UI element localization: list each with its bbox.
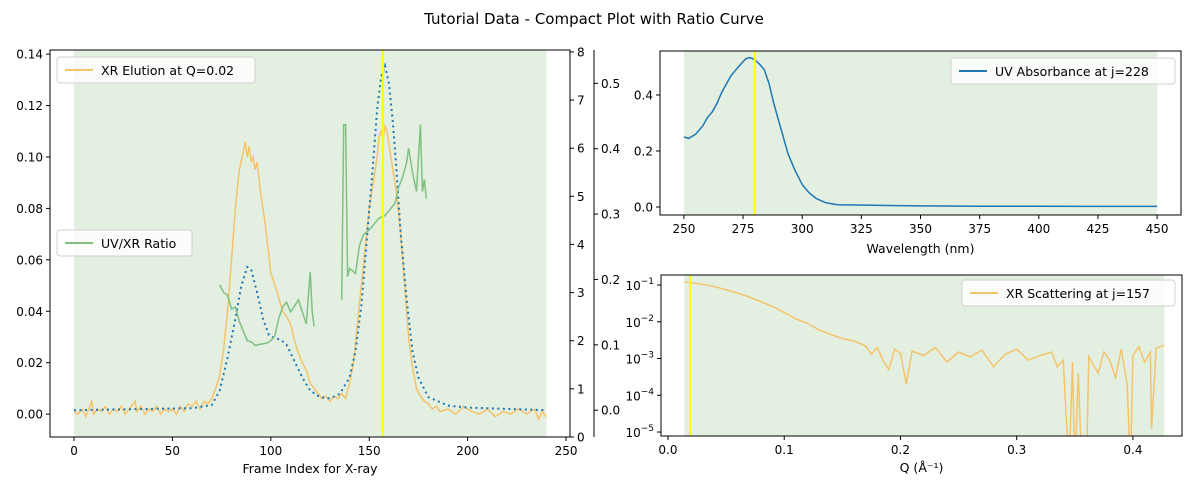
y-tick-label: 10−4 [625, 387, 654, 403]
y-tick-label: 0.08 [16, 202, 43, 216]
axes-frame [49, 49, 571, 438]
uv-elution-dotted-line [73, 62, 547, 412]
y-tick-label: 10−3 [625, 351, 654, 367]
axes-frame [660, 274, 1183, 437]
x-tick-label: 0 [70, 444, 78, 458]
y-tick-label: 10−1 [625, 277, 654, 293]
y-tick-label: 10−5 [625, 424, 654, 440]
y-tick-label-ratio: 3 [577, 286, 585, 300]
y-tick-exponent: −3 [641, 351, 654, 361]
uv-absorbance-plot: 250 275 300 325 350 375 400 425 450 0.0 0.2 0.4 Wave… [634, 50, 1182, 256]
y-tick-label-uv: 0.1 [601, 338, 620, 352]
y-tick-label-uv: 0.4 [601, 142, 620, 156]
y-tick-label-uv: 0.3 [601, 208, 620, 222]
x-tick-label: 0.3 [1007, 443, 1026, 457]
x-tick-label: 0.4 [1123, 443, 1142, 457]
legend-frame [56, 56, 256, 84]
y-tick-label: 0.04 [16, 305, 43, 319]
xr-scattering-line [684, 281, 1165, 436]
y-tick-label: 0.06 [16, 253, 43, 267]
y-tick-label: 0.10 [16, 150, 43, 164]
xr-scattering-plot: 0.0 0.1 0.2 0.3 0.4 10−1 10−2 10−3 10−4 10−5 Q (Å⁻… [625, 274, 1183, 475]
y-tick-label-ratio: 7 [577, 94, 585, 108]
y-tick-label-ratio: 2 [577, 334, 585, 348]
y-tick-exponent: −1 [641, 277, 654, 287]
x-tick-label: 375 [968, 222, 991, 236]
uv-absorbance-line [683, 56, 1158, 208]
x-tick-label: 100 [259, 444, 282, 458]
y-tick-label-ratio: 4 [577, 238, 585, 252]
y-tick-label: 0.12 [16, 99, 43, 113]
legend-frame [56, 229, 193, 257]
legend-xr-scattering: XR Scattering at j=157 [961, 279, 1176, 307]
x-tick-label: 0.2 [891, 443, 910, 457]
x-tick-label: 250 [555, 444, 578, 458]
y-tick-label-uv: 0.5 [601, 77, 620, 91]
legend-xr-elution: XR Elution at Q=0.02 [56, 56, 256, 84]
y-tick-label-ratio: 6 [577, 142, 585, 156]
y-tick-label: 0.00 [16, 408, 43, 422]
x-axis-label: Q (Å⁻¹) [900, 460, 944, 475]
y-tick-exponent: −5 [641, 424, 654, 434]
uv-xr-ratio-line [340, 123, 428, 300]
x-tick-label: 350 [909, 222, 932, 236]
legend-frame [961, 279, 1176, 307]
elution-plot: 0 50 100 150 200 2500.000.020.040.060.080.100… [16, 45, 620, 476]
x-tick-label: 150 [358, 444, 381, 458]
y-tick-exponent: −2 [641, 314, 654, 324]
y-tick-label-uv: 0.0 [601, 404, 620, 418]
y-tick-label-ratio: 0 [577, 431, 585, 445]
legend-label: UV/XR Ratio [101, 236, 176, 251]
x-tick-label: 200 [456, 444, 479, 458]
x-tick-label: 325 [850, 222, 873, 236]
x-axis-label: Frame Index for X-ray [242, 461, 378, 476]
legend-ratio: UV/XR Ratio [56, 229, 193, 257]
legend-uv-absorbance: UV Absorbance at j=228 [950, 57, 1176, 85]
x-tick-label: 275 [732, 222, 755, 236]
x-tick-label: 450 [1146, 222, 1169, 236]
figure-title: Tutorial Data - Compact Plot with Ratio … [423, 10, 764, 28]
y-tick-label-uv: 0.2 [601, 273, 620, 287]
legend-label: XR Scattering at j=157 [1006, 286, 1150, 301]
x-tick-label: 0.1 [775, 443, 794, 457]
uv-xr-ratio-line [219, 271, 315, 347]
x-tick-label: 50 [165, 444, 180, 458]
x-tick-label: 250 [672, 222, 695, 236]
y-tick-label-ratio: 5 [577, 190, 585, 204]
x-tick-label: 400 [1027, 222, 1050, 236]
y-tick-label-ratio: 1 [577, 382, 585, 396]
y-tick-label: 0.2 [634, 144, 653, 158]
x-tick-label: 0.0 [658, 443, 677, 457]
y-tick-label-ratio: 8 [577, 45, 585, 59]
y-tick-label: 0.0 [634, 200, 653, 214]
y-tick-exponent: −4 [641, 387, 655, 397]
y-tick-label: 0.02 [16, 356, 43, 370]
x-tick-label: 300 [791, 222, 814, 236]
y-tick-label: 10−2 [625, 314, 654, 330]
legend-frame [950, 57, 1176, 85]
xr-elution-line [73, 123, 547, 422]
x-axis-label: Wavelength (nm) [867, 241, 975, 256]
legend-label: UV Absorbance at j=228 [995, 64, 1149, 79]
y-tick-label: 0.4 [634, 88, 653, 102]
y-tick-label: 0.14 [16, 48, 43, 62]
legend-label: XR Elution at Q=0.02 [101, 63, 234, 78]
x-tick-label: 425 [1086, 222, 1109, 236]
